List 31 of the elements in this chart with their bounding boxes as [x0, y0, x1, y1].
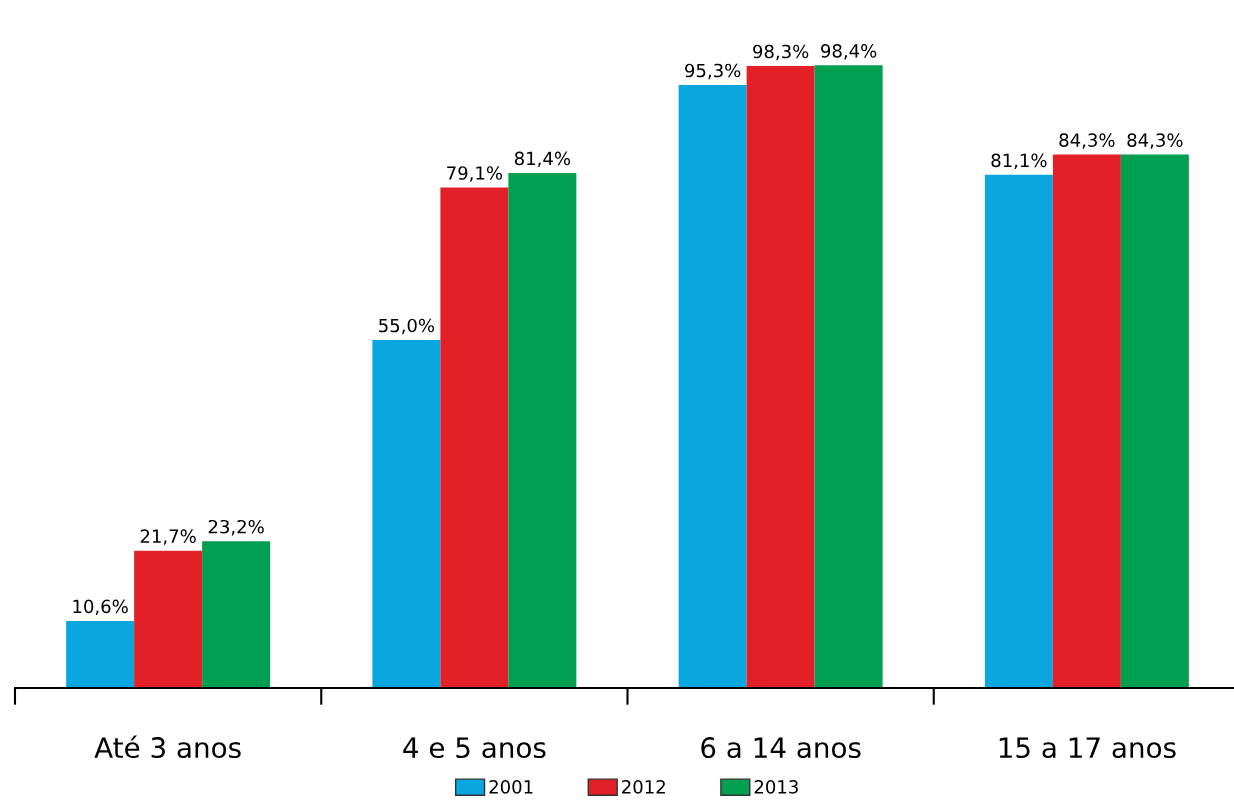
bar: [508, 172, 577, 688]
data-label: 55,0%: [379, 318, 435, 335]
bar: [984, 174, 1053, 688]
data-label: 21,7%: [140, 529, 196, 545]
bar: [202, 541, 271, 688]
bar: [66, 620, 135, 688]
bar: [372, 339, 441, 688]
data-label: 10,6%: [73, 599, 128, 616]
x-tick-label: 4 e 5 anos: [403, 737, 546, 759]
bar: [440, 187, 509, 688]
data-label: 81,1%: [991, 153, 1047, 169]
legend-label: 2001: [489, 779, 533, 794]
bar: [814, 65, 883, 688]
legend-label: 2013: [754, 779, 798, 794]
x-tick-label: 15 a 17 anos: [999, 737, 1176, 759]
bar: [1052, 154, 1121, 688]
bar: [746, 65, 815, 688]
data-label: 84,3%: [1059, 133, 1115, 149]
legend-label: 2012: [622, 779, 665, 794]
bar: [134, 550, 203, 688]
data-label: 81,4%: [514, 151, 571, 168]
data-label: 79,1%: [447, 166, 503, 182]
data-label: 95,3%: [685, 63, 741, 80]
bar: [678, 84, 747, 688]
data-label: 98,3%: [753, 44, 809, 61]
data-label: 23,2%: [208, 519, 264, 536]
x-tick-label: 6 a 14 anos: [701, 737, 861, 759]
data-label: 84,3%: [1127, 133, 1183, 149]
x-tick-label: Até 3 anos: [94, 735, 241, 759]
data-label: 98,4%: [821, 44, 877, 60]
bar: [1120, 154, 1189, 688]
